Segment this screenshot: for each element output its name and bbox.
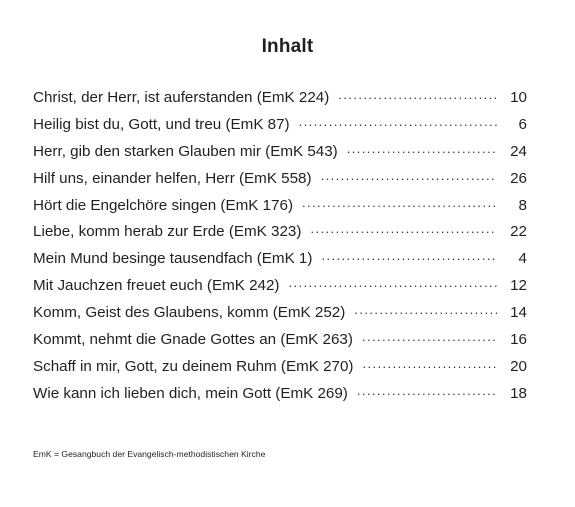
dot-leader xyxy=(354,299,497,317)
toc-entry: Kommt, nehmt die Gnade Gottes an (EmK 26… xyxy=(33,326,527,353)
toc-entry: Liebe, komm herab zur Erde (EmK 323) 22 xyxy=(33,218,527,245)
dot-leader xyxy=(299,111,497,129)
entry-title: Komm, Geist des Glaubens, komm (EmK 252) xyxy=(33,304,346,322)
entry-title: Christ, der Herr, ist auferstanden (EmK … xyxy=(33,89,330,106)
dot-leader xyxy=(302,192,497,210)
table-of-contents: Christ, der Herr, ist auferstanden (EmK … xyxy=(33,84,527,407)
entry-page-number: 26 xyxy=(510,169,527,187)
entry-page-number: 24 xyxy=(510,142,527,160)
dot-leader xyxy=(321,245,497,263)
toc-entry: Schaff in mir, Gott, zu deinem Ruhm (EmK… xyxy=(33,353,527,380)
toc-entry: Hört die Engelchöre singen (EmK 176) 8 xyxy=(33,192,527,219)
dot-leader xyxy=(338,84,497,102)
dot-leader xyxy=(321,165,497,183)
entry-title: Hilf uns, einander helfen, Herr (EmK 558… xyxy=(33,169,312,187)
entry-title: Kommt, nehmt die Gnade Gottes an (EmK 26… xyxy=(33,331,353,349)
entry-title: Hört die Engelchöre singen (EmK 176) xyxy=(33,196,294,214)
toc-entry: Herr, gib den starken Glauben mir (EmK 5… xyxy=(33,138,527,165)
toc-entry: Wie kann ich lieben dich, mein Gott (EmK… xyxy=(33,380,527,407)
toc-entry: Mit Jauchzen freuet euch (EmK 242) 12 xyxy=(33,272,527,299)
toc-entry: Christ, der Herr, ist auferstanden (EmK … xyxy=(33,84,527,111)
dot-leader xyxy=(289,272,498,290)
entry-page-number: 6 xyxy=(518,115,527,133)
entry-page-number: 18 xyxy=(510,384,527,402)
entry-page-number: 16 xyxy=(510,331,527,349)
entry-page-number: 12 xyxy=(510,277,527,295)
dot-leader xyxy=(362,326,497,344)
entry-title: Heilig bist du, Gott, und treu (EmK 87) xyxy=(33,115,290,133)
toc-entry: Mein Mund besinge tausendfach (EmK 1) 4 xyxy=(33,245,527,272)
toc-entry: Hilf uns, einander helfen, Herr (EmK 558… xyxy=(33,165,527,192)
entry-title: Liebe, komm herab zur Erde (EmK 323) xyxy=(33,223,302,241)
entry-title: Schaff in mir, Gott, zu deinem Ruhm (EmK… xyxy=(33,357,354,375)
entry-title: Herr, gib den starken Glauben mir (EmK 5… xyxy=(33,142,338,160)
page-title: Inhalt xyxy=(261,36,314,57)
entry-page-number: 8 xyxy=(518,196,527,214)
dot-leader xyxy=(362,353,497,371)
dot-leader xyxy=(357,380,497,398)
dot-leader xyxy=(347,138,497,156)
entry-title: Wie kann ich lieben dich, mein Gott (EmK… xyxy=(33,384,348,402)
entry-title: Mit Jauchzen freuet euch (EmK 242) xyxy=(33,277,280,295)
entry-title: Mein Mund besinge tausendfach (EmK 1) xyxy=(33,250,313,268)
entry-page-number: 14 xyxy=(510,304,527,322)
dot-leader xyxy=(310,218,497,236)
entry-page-number: 22 xyxy=(510,223,527,241)
entry-page-number: 20 xyxy=(510,357,527,375)
footnote: EmK = Gesangbuch der Evangelisch-methodi… xyxy=(33,449,266,459)
toc-entry: Heilig bist du, Gott, und treu (EmK 87) … xyxy=(33,111,527,138)
entry-page-number: 4 xyxy=(518,250,527,268)
entry-page-number: 10 xyxy=(510,89,527,106)
toc-entry: Komm, Geist des Glaubens, komm (EmK 252)… xyxy=(33,299,527,326)
